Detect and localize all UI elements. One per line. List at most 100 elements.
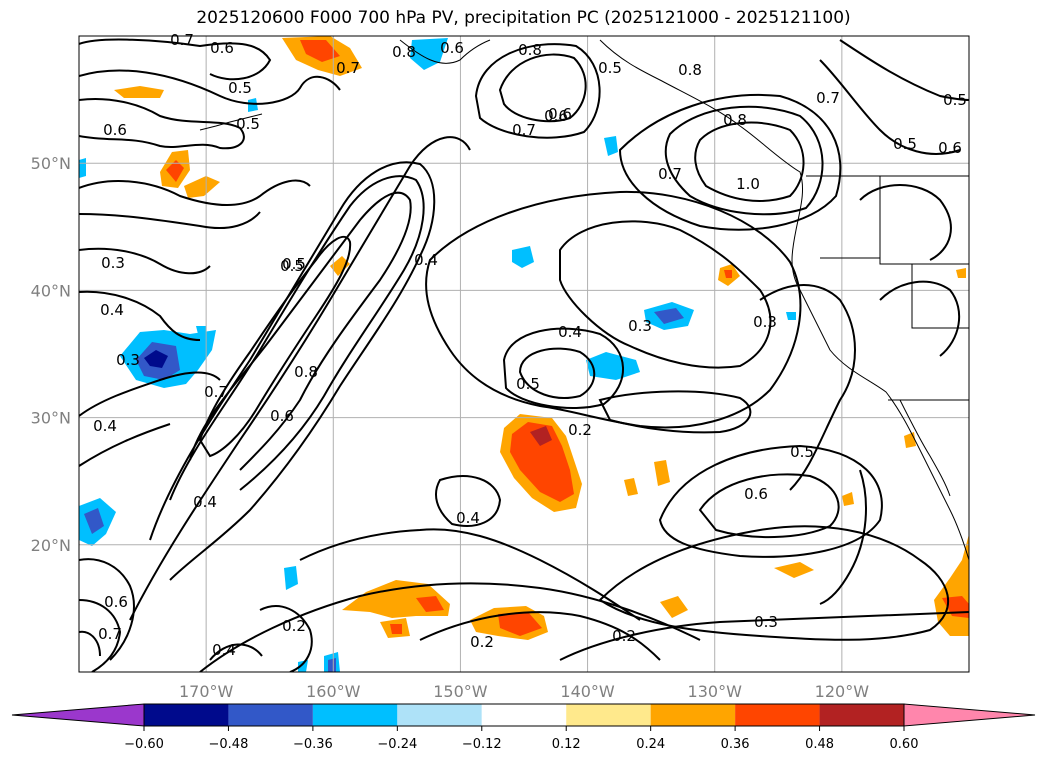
precip-shading <box>79 36 969 672</box>
precip-patch-positive <box>530 426 552 446</box>
contour-label: 0.7 <box>170 31 194 49</box>
colorbar-segment <box>312 704 398 726</box>
pv-contour <box>819 469 867 605</box>
pv-contour <box>502 327 624 410</box>
contour-label: 0.6 <box>210 39 234 57</box>
map-panel <box>79 36 969 672</box>
contour-label: 1.0 <box>736 175 760 193</box>
precip-patch-positive <box>624 478 638 496</box>
coastline-alaska <box>399 39 491 64</box>
contour-label: 0.7 <box>336 59 360 77</box>
pv-contour <box>189 191 412 471</box>
precip-patch-positive <box>498 612 542 636</box>
pv-contour <box>199 582 701 672</box>
colorbar-tick-label: 0.12 <box>552 737 581 752</box>
contour-labels: 0.7 0.6 0.5 0.8 0.6 0.7 0.5 0.6 0.8 0.6 0.7 0.6 0.7 0… <box>93 31 967 659</box>
contour-label: 0.5 <box>790 443 814 461</box>
colorbar-arrow-left <box>11 703 145 727</box>
contour-label: 0.2 <box>282 617 306 635</box>
pv-contour <box>698 473 840 539</box>
contour-label: 0.7 <box>512 121 536 139</box>
precip-patch-negative <box>79 158 86 178</box>
coastline-north-america <box>599 39 969 561</box>
contour-label: 0.5 <box>516 375 540 393</box>
pv-contour <box>559 611 969 661</box>
contour-label: 0.8 <box>518 41 542 59</box>
colorbar-segment <box>397 704 482 726</box>
precip-patch-positive <box>654 460 670 486</box>
contour-label: 0.8 <box>678 61 702 79</box>
colorbar-tick-label: 0.60 <box>890 737 919 752</box>
pv-contour <box>559 220 772 369</box>
longitude-ticks: 170°W 160°W 150°W 140°W 130°W 120°W <box>179 682 869 701</box>
contour-label: 0.5 <box>282 255 306 273</box>
precip-patch-negative <box>512 246 534 268</box>
pv-contour <box>658 444 883 558</box>
pv-contour <box>859 184 952 261</box>
precip-patch-positive <box>956 268 966 278</box>
lon-tick-label: 170°W <box>179 682 234 701</box>
pv-contour <box>79 599 122 672</box>
precip-patch-positive <box>390 624 402 634</box>
contour-label: 0.3 <box>101 254 125 272</box>
pv-contour <box>819 59 961 155</box>
precip-patch-negative <box>586 352 640 380</box>
lon-tick-label: 150°W <box>433 682 488 701</box>
precip-patch-positive <box>510 422 574 502</box>
lon-tick-label: 130°W <box>688 682 743 701</box>
contour-label: 0.6 <box>938 139 962 157</box>
pv-contour <box>518 347 596 399</box>
precip-patch-negative <box>328 658 336 672</box>
contour-label: 0.5 <box>943 91 967 109</box>
contour-label: 0.4 <box>212 641 236 659</box>
precip-patch-positive <box>660 596 688 618</box>
colorbar-tick-label: −0.48 <box>209 737 249 752</box>
map-title: 2025120600 F000 700 hPa PV, precipitatio… <box>196 8 851 28</box>
lat-tick-label: 30°N <box>31 409 71 428</box>
lon-tick-label: 160°W <box>306 682 361 701</box>
pv-contour <box>474 43 601 139</box>
colorbar: −0.60 −0.48 −0.36 −0.24 −0.12 0.12 0.24 0.36 0.4… <box>11 703 1036 752</box>
pv-contours <box>79 38 969 672</box>
coastline-aleutians <box>199 113 263 131</box>
colorbar-tick-label: 0.48 <box>805 737 834 752</box>
precip-patch-positive <box>300 40 340 62</box>
pv-contour <box>79 179 311 206</box>
pv-contour <box>879 280 961 357</box>
pv-contour <box>839 39 969 101</box>
colorbar-segment <box>650 704 736 726</box>
colorbar-tick-label: −0.60 <box>124 737 164 752</box>
pv-contour <box>79 630 101 657</box>
coastlines <box>199 39 969 561</box>
pv-contour <box>498 53 587 123</box>
pv-contour <box>435 475 502 527</box>
gridlines <box>79 36 969 672</box>
contour-label: 0.3 <box>116 351 140 369</box>
contour-label: 0.6 <box>440 39 464 57</box>
lat-tick-label: 40°N <box>31 281 71 300</box>
precip-patch-negative <box>298 660 308 672</box>
precip-patch-positive <box>724 270 732 278</box>
contour-label: 0.6 <box>744 485 768 503</box>
pv-contour <box>259 605 313 672</box>
precip-patch-positive <box>342 580 450 618</box>
colorbar-segment <box>144 704 229 726</box>
contour-label: 0.3 <box>628 317 652 335</box>
pv-contour <box>79 290 201 341</box>
contour-label: 0.4 <box>93 417 117 435</box>
precip-patch-positive <box>166 160 184 182</box>
pv-contour <box>79 247 211 275</box>
contour-label: 0.4 <box>414 251 438 269</box>
contour-label: 0.8 <box>723 111 747 129</box>
contour-label: 0.5 <box>236 115 260 133</box>
colorbar-segment <box>566 704 651 726</box>
colorbar-arrow-right <box>903 703 1036 727</box>
colorbar-tick-label: 0.36 <box>721 737 750 752</box>
contour-label: 0.6 <box>103 121 127 139</box>
pv-contour <box>79 211 261 230</box>
precip-patch-positive <box>114 86 164 98</box>
colorbar-tick-label: 0.24 <box>636 737 665 752</box>
state-border <box>911 264 969 329</box>
precip-patch-negative <box>84 508 104 534</box>
pv-contour <box>598 525 949 641</box>
